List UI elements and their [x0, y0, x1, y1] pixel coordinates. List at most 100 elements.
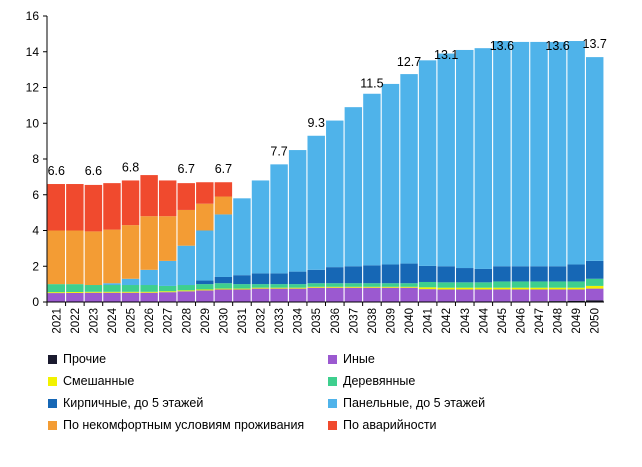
legend-swatch [328, 376, 337, 386]
bar-segment [66, 292, 84, 302]
x-tick-label: 2021 [51, 308, 63, 334]
legend-swatch [328, 354, 337, 364]
bar-segment [233, 275, 251, 285]
x-tick-label: 2034 [293, 307, 305, 333]
bar-segment [363, 286, 381, 288]
bar-segment [233, 198, 251, 276]
bar-segment [140, 216, 158, 270]
legend-item: Панельные, до 5 этажей [328, 396, 485, 410]
legend-label: Деревянные [343, 374, 416, 388]
bar-segment [288, 150, 307, 272]
bar-segment [418, 281, 437, 288]
legend-swatch [328, 398, 337, 408]
bar-segment [158, 285, 177, 292]
bar-segment [121, 225, 140, 279]
bar-segment [493, 41, 511, 267]
bar-segment [214, 283, 233, 289]
bar-segment [548, 281, 567, 288]
data-label: 13.6 [545, 39, 569, 53]
bar-segment [511, 41, 530, 267]
bar-segment [474, 287, 493, 290]
bar-segment [567, 281, 585, 288]
bar-segment [363, 287, 381, 302]
bar-segment [177, 285, 195, 291]
x-tick-label: 2042 [441, 308, 453, 334]
bar-segment [363, 283, 381, 287]
bar-segment [251, 288, 270, 302]
bar-segment [326, 287, 344, 302]
bar-segment [196, 182, 214, 204]
bar-segment [307, 135, 325, 270]
bar-segment [344, 107, 363, 267]
bar-segment [530, 289, 548, 302]
bar-segment [270, 273, 288, 285]
bar-segment [84, 285, 103, 292]
bar-segment [493, 289, 511, 302]
y-tick-label: 2 [32, 259, 39, 273]
bar-segment [47, 292, 66, 294]
legend-item: Прочие [48, 352, 106, 366]
bar-segment [84, 291, 103, 293]
bar-segment [456, 282, 474, 288]
bar-segment [158, 291, 177, 293]
bar-segment [214, 182, 233, 197]
bar-segment [214, 214, 233, 277]
bar-segment [307, 287, 325, 302]
data-labels: 6.6 6.6 6.8 6.7 6.7 7.7 9.3 11.5 12.7 13.1 13.6 13.… [48, 37, 607, 178]
bar-segment [66, 291, 84, 293]
bar-segment [418, 287, 437, 290]
bar-segment [103, 229, 121, 284]
bar-segment [140, 175, 158, 217]
bar-segment [47, 284, 66, 293]
legend-item: Кирпичные, до 5 этажей [48, 396, 203, 410]
bar-segment [511, 287, 530, 290]
y-axis: 0 2 4 6 8 10 12 14 16 [26, 9, 48, 309]
bar-segment [270, 287, 288, 289]
bar-segment [177, 291, 195, 302]
data-label: 6.7 [215, 162, 232, 176]
bar-segment [326, 267, 344, 284]
bar-segment [418, 60, 437, 266]
bar-segment [363, 265, 381, 284]
y-tick-label: 14 [26, 45, 40, 59]
data-label: 11.5 [360, 76, 383, 90]
bar-segment [567, 289, 585, 301]
x-tick-label: 2023 [88, 308, 100, 334]
bar-segment [103, 183, 121, 230]
x-tick-label: 2045 [497, 308, 509, 334]
data-label: 6.6 [85, 164, 102, 178]
x-tick-label: 2040 [404, 308, 416, 334]
data-label: 7.7 [270, 144, 287, 158]
bar-segment [47, 293, 66, 302]
legend-swatch [48, 354, 57, 364]
x-tick-label: 2036 [330, 308, 342, 334]
bar-segment [585, 278, 604, 286]
bar-segment [66, 230, 84, 285]
bar-segment [233, 288, 251, 290]
x-tick-label: 2048 [553, 308, 565, 334]
x-tick-label: 2046 [515, 308, 527, 334]
x-tick-label: 2025 [126, 308, 138, 334]
bar-segment [196, 289, 214, 291]
x-tick-label: 2022 [70, 308, 82, 334]
bar-segment [363, 93, 381, 266]
bar-segment [196, 280, 214, 285]
bar-segment [511, 266, 530, 282]
bar-segment [121, 291, 140, 293]
x-tick-label: 2050 [590, 308, 602, 334]
legend-label: Кирпичные, до 5 этажей [63, 396, 204, 410]
bar-segment [326, 286, 344, 288]
x-tick-label: 2024 [107, 307, 119, 333]
data-label: 13.6 [490, 39, 514, 53]
bar-segment [307, 283, 325, 287]
bar-segment [585, 288, 604, 301]
bar-segment [567, 264, 585, 282]
y-tick-label: 6 [32, 188, 39, 202]
data-label: 6.8 [122, 160, 139, 174]
bar-segment [344, 266, 363, 284]
x-tick-label: 2037 [348, 308, 360, 334]
bar-segment [456, 289, 474, 302]
bar-segment [121, 278, 140, 286]
bar-segment [530, 266, 548, 282]
bar-segment [511, 289, 530, 302]
